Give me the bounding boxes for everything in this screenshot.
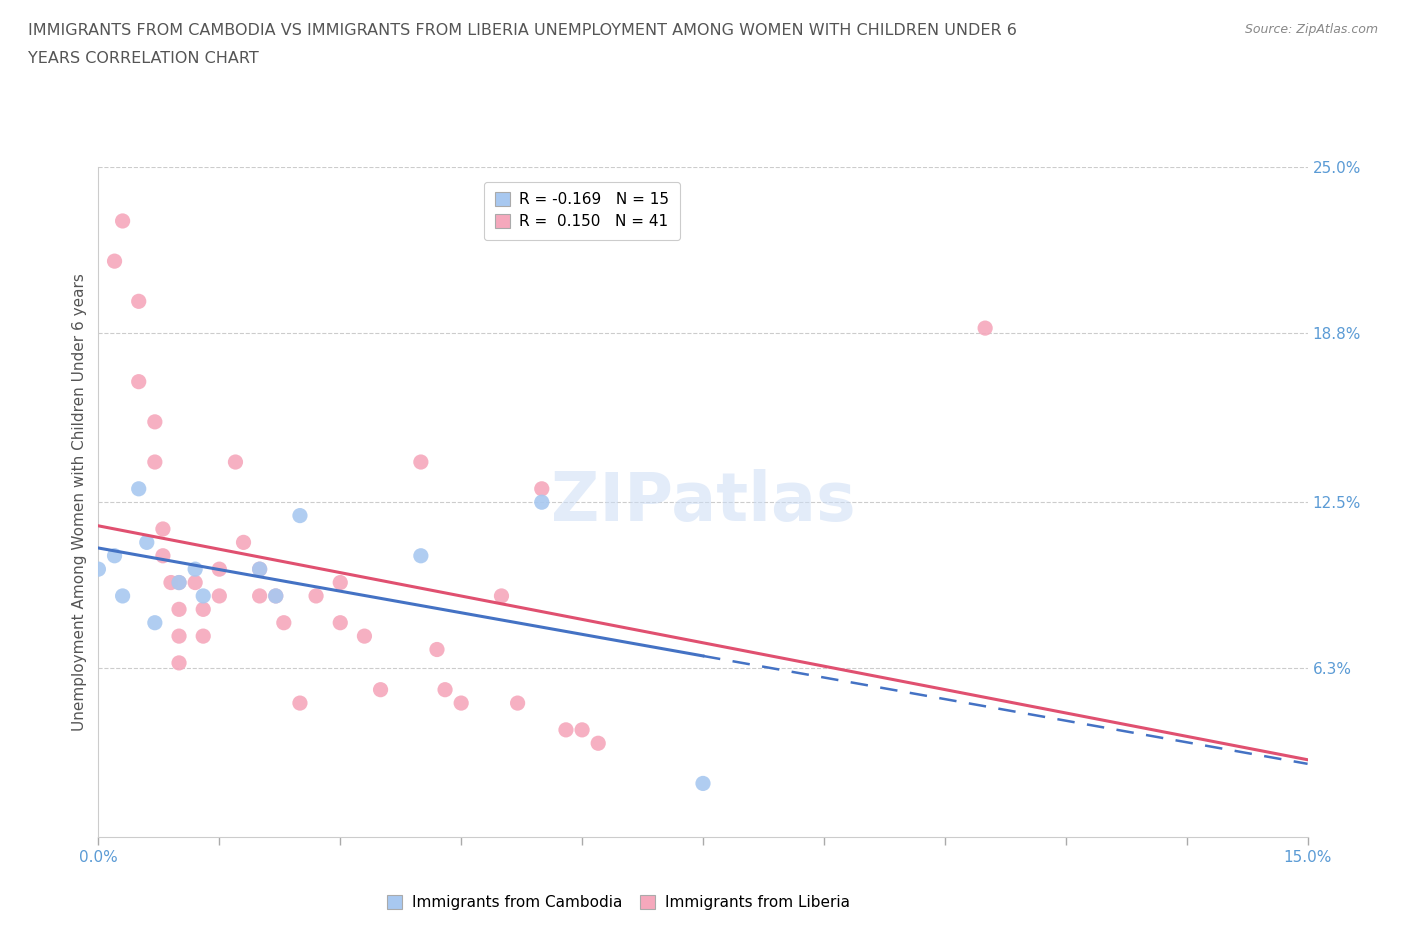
Text: ZIPatlas: ZIPatlas — [551, 470, 855, 535]
Point — [249, 589, 271, 604]
Point — [409, 455, 432, 470]
Point — [370, 683, 392, 698]
Point — [974, 321, 997, 336]
Point — [128, 294, 150, 309]
Point — [224, 455, 246, 470]
Point — [160, 575, 183, 590]
Point — [530, 495, 553, 510]
Point — [111, 589, 134, 604]
Point — [208, 562, 231, 577]
Point — [143, 415, 166, 430]
Point — [167, 575, 190, 590]
Point — [152, 549, 174, 564]
Point — [193, 602, 215, 617]
Point — [273, 616, 295, 631]
Point — [586, 736, 609, 751]
Point — [450, 696, 472, 711]
Point — [128, 374, 150, 389]
Point — [692, 776, 714, 790]
Text: IMMIGRANTS FROM CAMBODIA VS IMMIGRANTS FROM LIBERIA UNEMPLOYMENT AMONG WOMEN WIT: IMMIGRANTS FROM CAMBODIA VS IMMIGRANTS F… — [28, 23, 1017, 38]
Point — [167, 656, 190, 671]
Point — [193, 589, 215, 604]
Point — [143, 616, 166, 631]
Text: Source: ZipAtlas.com: Source: ZipAtlas.com — [1244, 23, 1378, 36]
Point — [167, 602, 190, 617]
Y-axis label: Unemployment Among Women with Children Under 6 years: Unemployment Among Women with Children U… — [72, 273, 87, 731]
Point — [305, 589, 328, 604]
Point — [329, 616, 352, 631]
Legend: Immigrants from Cambodia, Immigrants from Liberia: Immigrants from Cambodia, Immigrants fro… — [381, 889, 856, 916]
Point — [288, 508, 311, 523]
Point — [555, 723, 578, 737]
Point — [249, 562, 271, 577]
Point — [249, 562, 271, 577]
Point — [167, 629, 190, 644]
Point — [111, 214, 134, 229]
Point — [571, 723, 593, 737]
Point — [87, 562, 110, 577]
Point — [434, 683, 457, 698]
Point — [288, 696, 311, 711]
Point — [184, 575, 207, 590]
Point — [491, 589, 513, 604]
Point — [264, 589, 287, 604]
Point — [143, 455, 166, 470]
Point — [167, 575, 190, 590]
Point — [506, 696, 529, 711]
Point — [208, 589, 231, 604]
Text: YEARS CORRELATION CHART: YEARS CORRELATION CHART — [28, 51, 259, 66]
Point — [135, 535, 157, 550]
Point — [329, 575, 352, 590]
Point — [193, 629, 215, 644]
Point — [152, 522, 174, 537]
Point — [264, 589, 287, 604]
Point — [232, 535, 254, 550]
Point — [409, 549, 432, 564]
Point — [353, 629, 375, 644]
Point — [184, 562, 207, 577]
Point — [103, 549, 125, 564]
Point — [103, 254, 125, 269]
Point — [128, 482, 150, 497]
Point — [426, 642, 449, 657]
Point — [530, 482, 553, 497]
